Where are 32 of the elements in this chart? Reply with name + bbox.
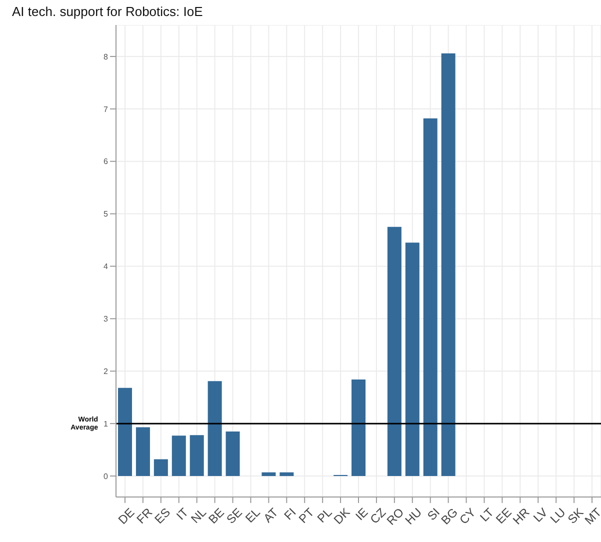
y-tick-label: 3 xyxy=(104,314,109,324)
bar xyxy=(280,472,294,476)
y-tick-label: 4 xyxy=(104,262,109,272)
bar xyxy=(441,53,456,476)
chart-title: AI tech. support for Robotics: IoE xyxy=(12,4,203,19)
y-tick-label: 8 xyxy=(104,52,109,62)
x-tick-label: LT xyxy=(477,504,497,524)
x-tick-label: AT xyxy=(260,504,282,526)
y-tick-label: 2 xyxy=(104,366,109,376)
bar xyxy=(226,431,240,476)
bar xyxy=(352,380,366,476)
x-tick-label: HR xyxy=(510,505,533,528)
bar xyxy=(190,435,204,476)
y-tick-label: 0 xyxy=(104,472,109,481)
x-tick-label: EL xyxy=(242,505,264,526)
bar xyxy=(423,118,438,476)
x-tick-label: MT xyxy=(582,504,601,528)
bar xyxy=(172,436,186,476)
bar xyxy=(154,459,168,476)
y-tick-label: 7 xyxy=(104,104,109,114)
bar xyxy=(387,226,402,476)
bar xyxy=(118,388,132,476)
bar xyxy=(262,472,276,476)
bar xyxy=(208,381,222,476)
bar xyxy=(136,427,150,476)
y-tick-label: 5 xyxy=(104,210,109,219)
y-tick-label: 6 xyxy=(104,157,109,166)
y-tick-label: 1 xyxy=(104,419,109,428)
bar xyxy=(405,242,420,476)
x-tick-label: HU xyxy=(402,505,425,528)
x-tick-label: FI xyxy=(281,505,299,523)
x-tick-label: IE xyxy=(352,505,371,524)
